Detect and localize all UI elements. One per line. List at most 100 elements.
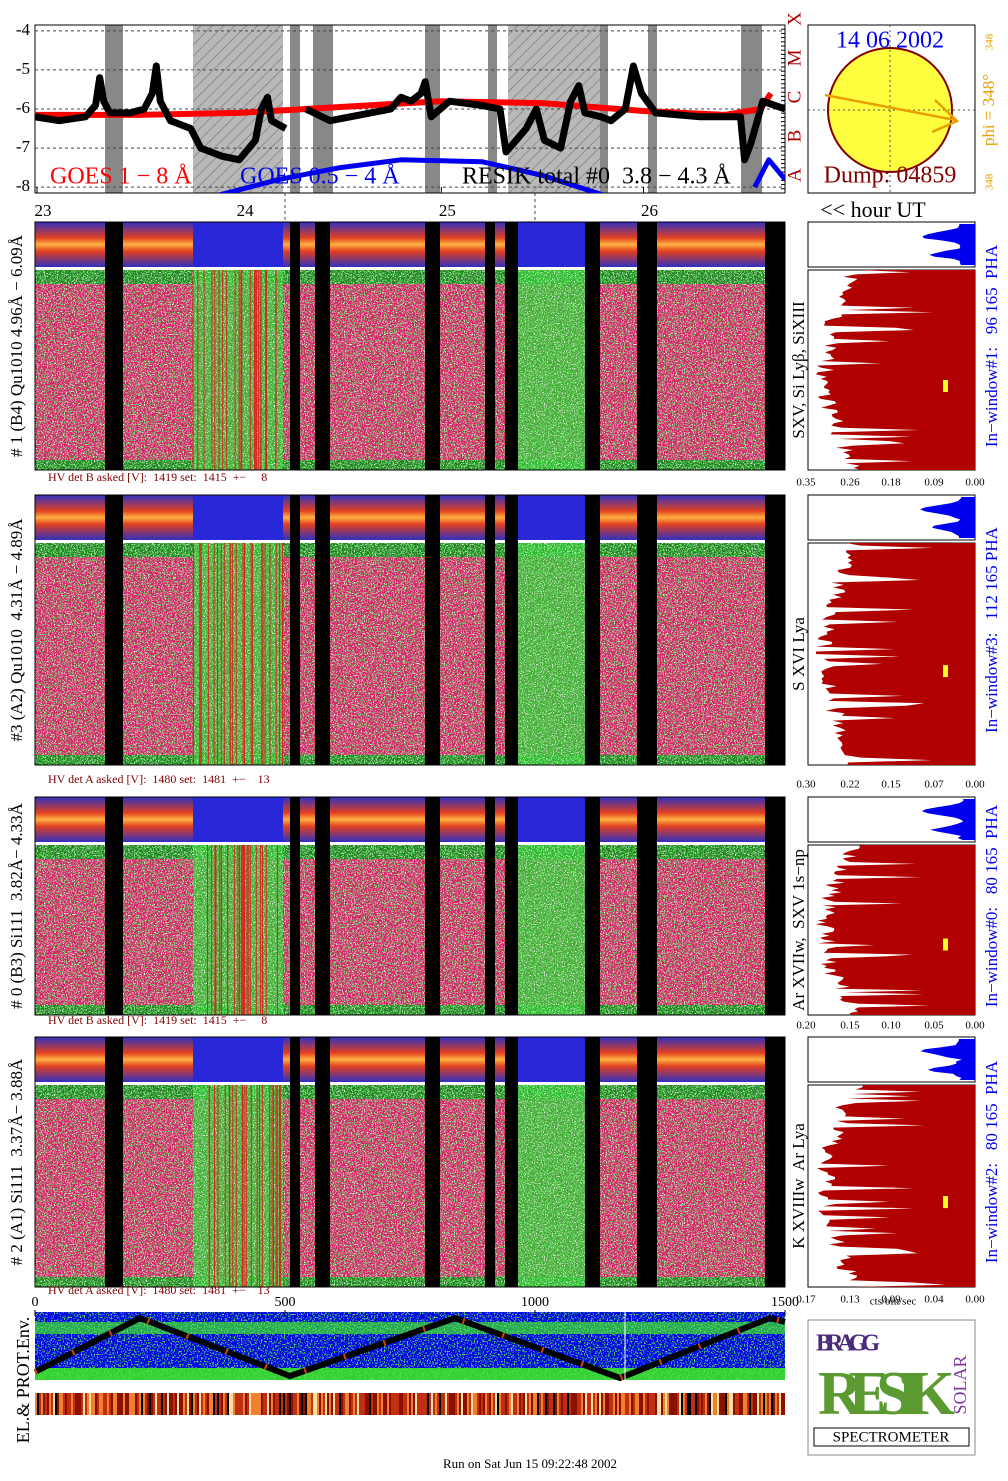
window-label: In−window#0: 80 165 PHA xyxy=(982,804,1001,1007)
env-strip xyxy=(355,1393,357,1415)
env-strip xyxy=(235,1393,237,1415)
env-strip xyxy=(75,1393,77,1415)
env-strip xyxy=(761,1393,763,1415)
env-strip xyxy=(517,1393,519,1415)
env-strip xyxy=(77,1393,79,1415)
env-strip xyxy=(707,1393,709,1415)
env-strip xyxy=(297,1393,299,1415)
env-strip xyxy=(783,1393,785,1415)
env-strip xyxy=(373,1393,375,1415)
pha-band xyxy=(35,222,785,267)
env-strip xyxy=(475,1393,477,1415)
env-strip xyxy=(641,1393,643,1415)
env-strip xyxy=(607,1393,609,1415)
env-strip xyxy=(759,1393,761,1415)
legend-label: RESIK total #0 3.8 − 4.3 Å xyxy=(462,164,732,190)
band-blue xyxy=(193,495,283,540)
gap xyxy=(105,222,123,470)
gap xyxy=(315,797,330,1015)
pha-box xyxy=(807,221,976,268)
env-strip xyxy=(137,1393,139,1415)
env-strip xyxy=(627,1393,629,1415)
x-tick-label: 24 xyxy=(237,201,255,220)
env-strip xyxy=(151,1393,153,1415)
env-strip xyxy=(209,1393,211,1415)
env-strip xyxy=(741,1393,743,1415)
env-strip xyxy=(719,1393,721,1415)
window-label: In−window#3: 112 165 PHA xyxy=(982,526,1001,733)
env-strip xyxy=(633,1393,635,1415)
env-strip xyxy=(203,1393,205,1415)
env-strip xyxy=(419,1393,421,1415)
env-strip xyxy=(367,1393,369,1415)
gap xyxy=(585,1037,600,1287)
env-strip xyxy=(267,1393,269,1415)
gap xyxy=(637,495,657,765)
spectrum xyxy=(815,543,975,765)
env-strip xyxy=(393,1393,395,1415)
gap xyxy=(425,222,440,470)
gap xyxy=(585,797,600,1015)
env-strip xyxy=(691,1393,693,1415)
env-strip xyxy=(261,1393,263,1415)
env-strip xyxy=(377,1393,379,1415)
env-strip xyxy=(189,1393,191,1415)
env-strip xyxy=(461,1393,463,1415)
env-strip xyxy=(617,1393,619,1415)
gap xyxy=(105,797,123,1015)
panel-frame xyxy=(34,796,786,1016)
env-strip xyxy=(115,1393,117,1415)
env-strip xyxy=(219,1393,221,1415)
env-strip xyxy=(407,1393,409,1415)
env-strip xyxy=(659,1393,661,1415)
env-strip xyxy=(471,1393,473,1415)
panel-frame xyxy=(34,221,786,471)
env-strip xyxy=(585,1393,587,1415)
env-strip xyxy=(409,1393,411,1415)
marker xyxy=(943,665,948,678)
env-strip xyxy=(323,1393,325,1415)
panel-label: # 1 (B4) Qu1010 4.96Å − 6.09Å xyxy=(7,234,26,457)
speckle xyxy=(35,543,785,765)
sun-box: 14 06 2002 Dump: 04859 phi = 348° 348 34… xyxy=(807,24,998,194)
phi: phi = 348° xyxy=(979,74,998,146)
env-strip xyxy=(549,1393,551,1415)
hv-text: HV det A asked [V]: 1480 set: 1481 +− 13 xyxy=(48,1283,270,1297)
env-strip xyxy=(195,1393,197,1415)
env-strip xyxy=(619,1393,621,1415)
env-strip xyxy=(507,1393,509,1415)
window-label: In−window#2: 80 165 PHA xyxy=(982,1060,1001,1263)
env-strip xyxy=(511,1393,513,1415)
env-strip xyxy=(117,1393,119,1415)
env-strip xyxy=(103,1393,105,1415)
env-strip xyxy=(333,1393,335,1415)
gap xyxy=(105,495,123,765)
env-strip xyxy=(263,1393,265,1415)
hv-text: HV det A asked [V]: 1480 set: 1481 +− 13 xyxy=(48,772,270,786)
env-strip xyxy=(453,1393,455,1415)
env-strip xyxy=(581,1393,583,1415)
env-strip xyxy=(293,1393,295,1415)
env-strip xyxy=(271,1393,273,1415)
env-strip xyxy=(433,1393,435,1415)
env-strip xyxy=(337,1393,339,1415)
gap xyxy=(485,797,495,1015)
class-letter: B xyxy=(784,130,805,143)
env-strip xyxy=(341,1393,343,1415)
env-strip xyxy=(531,1393,533,1415)
spectrum xyxy=(815,270,975,470)
env-strip xyxy=(431,1393,433,1415)
env-strip xyxy=(615,1393,617,1415)
panel-label: # 2 (A1) Si111 3.37Å− 3.88Å xyxy=(7,1058,26,1265)
env-strip xyxy=(141,1393,143,1415)
env-strip xyxy=(63,1393,65,1415)
env-strip xyxy=(173,1393,175,1415)
phi-small: 348 xyxy=(984,173,996,190)
env-strip xyxy=(415,1393,417,1415)
env-strip xyxy=(723,1393,725,1415)
env-strip xyxy=(285,1393,287,1415)
env-strip xyxy=(223,1393,225,1415)
line-label: Ar XVIIw, SXV 1s−np xyxy=(789,849,808,1011)
env-strip xyxy=(225,1393,227,1415)
window-label: In−window#1: 96 165 PHA xyxy=(982,244,1001,447)
